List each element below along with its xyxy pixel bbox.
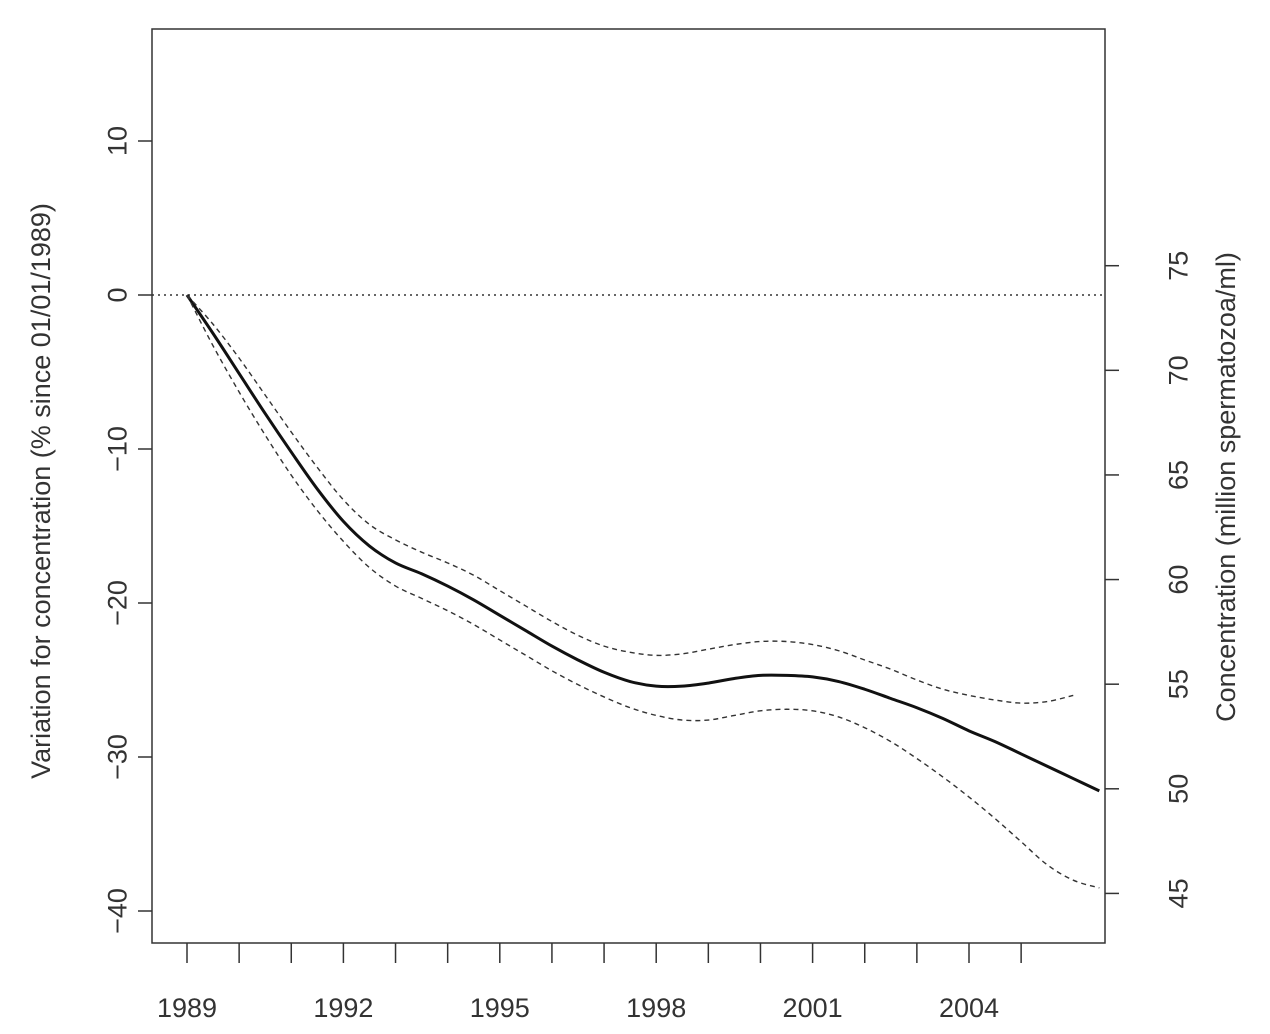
left-tick-label: 0 [102, 287, 132, 302]
right-tick-label: 70 [1163, 355, 1193, 385]
x-tick-label: 1998 [626, 993, 686, 1023]
x-tick-label: 1989 [157, 993, 217, 1023]
right-tick-label: 65 [1163, 460, 1193, 490]
plot-frame [151, 28, 1106, 944]
left-tick-label: −40 [102, 888, 132, 934]
left-tick-label: −20 [102, 580, 132, 626]
estimate-line [185, 294, 1100, 793]
right-tick-label: 45 [1163, 878, 1193, 908]
x-tick-label: 2001 [783, 993, 843, 1023]
left-y-axis: 10 0 −10 −20 −30 −40 [102, 126, 152, 934]
left-tick-label: −10 [102, 426, 132, 472]
right-y-axis: 75 70 65 60 55 50 45 [1105, 251, 1193, 908]
left-tick-label: −30 [102, 734, 132, 780]
x-tick-label: 2004 [939, 993, 999, 1023]
confidence-band-line [186, 294, 1074, 704]
right-tick-label: 55 [1163, 669, 1193, 699]
x-tick-label: 1995 [470, 993, 530, 1023]
x-axis: 1989 1992 1995 1998 2001 2004 [157, 943, 1022, 1023]
right-tick-label: 60 [1163, 565, 1193, 595]
x-tick-label: 1992 [313, 993, 373, 1023]
left-axis-title: Variation for concentration (% since 01/… [26, 203, 56, 779]
left-tick-label: 10 [102, 126, 132, 156]
right-tick-label: 50 [1163, 774, 1193, 804]
series-group [185, 294, 1100, 889]
right-axis-title: Concentration (million spermatozoa/ml) [1211, 252, 1241, 722]
right-tick-label: 75 [1163, 251, 1193, 281]
confidence-band-line [186, 294, 1100, 889]
